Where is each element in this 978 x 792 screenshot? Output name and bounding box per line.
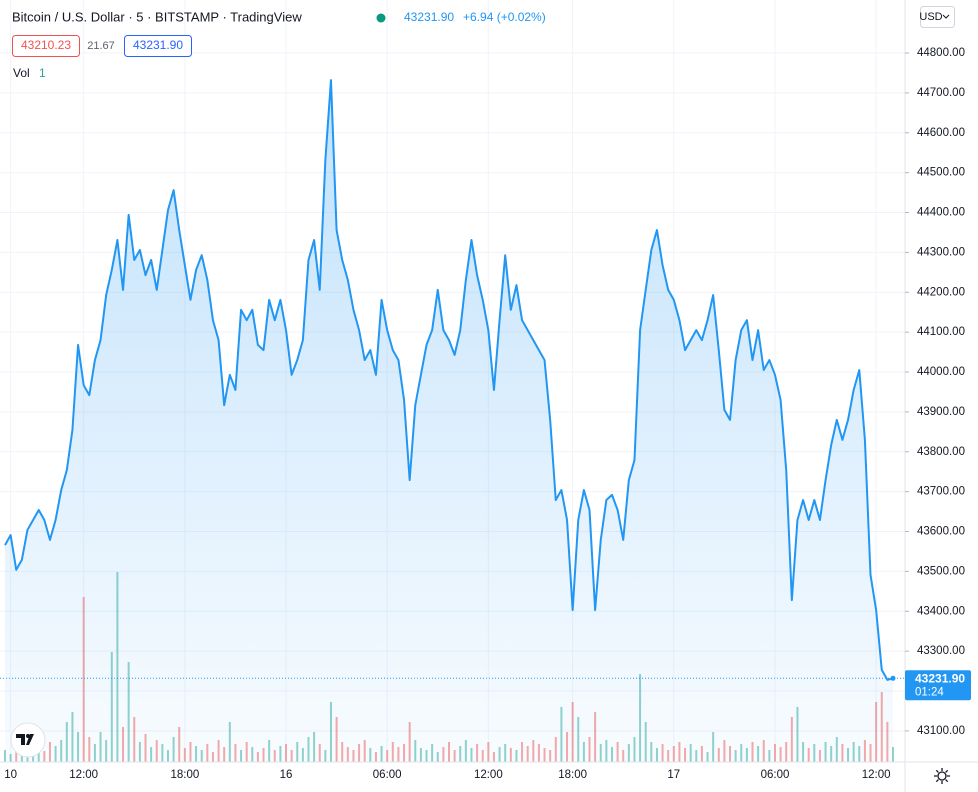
currency-button[interactable] (920, 6, 955, 28)
volume-value: 1 (39, 66, 46, 80)
x-tick-label: 18:00 (170, 769, 199, 781)
y-tick-label: 43100.00 (917, 725, 965, 737)
currency-caret (942, 14, 950, 19)
x-tick-label: 17 (667, 769, 680, 781)
last-price-dot (890, 675, 896, 681)
spread: 21.67 (87, 40, 115, 52)
settings-icon[interactable] (934, 768, 950, 784)
x-tick-label: 06:00 (373, 769, 402, 781)
x-tick-label: 18:00 (558, 769, 587, 781)
countdown-label: 01:24 (915, 686, 944, 698)
y-tick-label: 44400.00 (917, 207, 965, 219)
y-tick-label: 43500.00 (917, 565, 965, 577)
y-tick-label: 44500.00 (917, 167, 965, 179)
y-tick-label: 44600.00 (917, 127, 965, 139)
ask-price: 43231.90 (133, 38, 183, 52)
price-tag (905, 670, 971, 701)
y-tick-label: 43300.00 (917, 645, 965, 657)
y-tick-label: 43800.00 (917, 446, 965, 458)
bid-price: 43210.23 (21, 38, 71, 52)
volume-label: Vol (13, 66, 30, 80)
price-change: +6.94 (+0.02%) (463, 10, 546, 24)
x-tick-label: 12:00 (862, 769, 891, 781)
x-tick-label: 06:00 (761, 769, 790, 781)
y-tick-label: 44000.00 (917, 366, 965, 378)
price-tag-label: 43231.90 (915, 671, 965, 685)
y-tick-label: 44800.00 (917, 47, 965, 59)
bid-box[interactable] (12, 35, 80, 57)
x-tick-label: 12:00 (474, 769, 503, 781)
y-tick-label: 44300.00 (917, 246, 965, 258)
x-tick-label: 16 (280, 769, 293, 781)
market-status[interactable] (376, 13, 386, 23)
y-tick-label: 43400.00 (917, 605, 965, 617)
currency-label: USD (919, 11, 942, 23)
price-area (5, 80, 893, 762)
tradingview-logo[interactable] (10, 722, 46, 758)
x-tick-label: 10 (4, 769, 17, 781)
ask-box[interactable] (124, 35, 192, 57)
y-tick-label: 43900.00 (917, 406, 965, 418)
y-tick-label: 44200.00 (917, 286, 965, 298)
last-price: 43231.90 (404, 10, 454, 24)
y-tick-label: 43600.00 (917, 526, 965, 538)
y-tick-label: 43700.00 (917, 486, 965, 498)
chart-title: Bitcoin / U.S. Dollar · 5 · BITSTAMP · T… (12, 9, 302, 24)
y-tick-label: 44100.00 (917, 326, 965, 338)
price-line (4, 79, 894, 681)
plot (0, 79, 905, 762)
x-tick-label: 12:00 (69, 769, 98, 781)
time-axis: 10 12:00 18:00 16 06:00 12:00 18:00 17 06:00 12:0… (4, 769, 890, 781)
y-tick-label: 44700.00 (917, 87, 965, 99)
